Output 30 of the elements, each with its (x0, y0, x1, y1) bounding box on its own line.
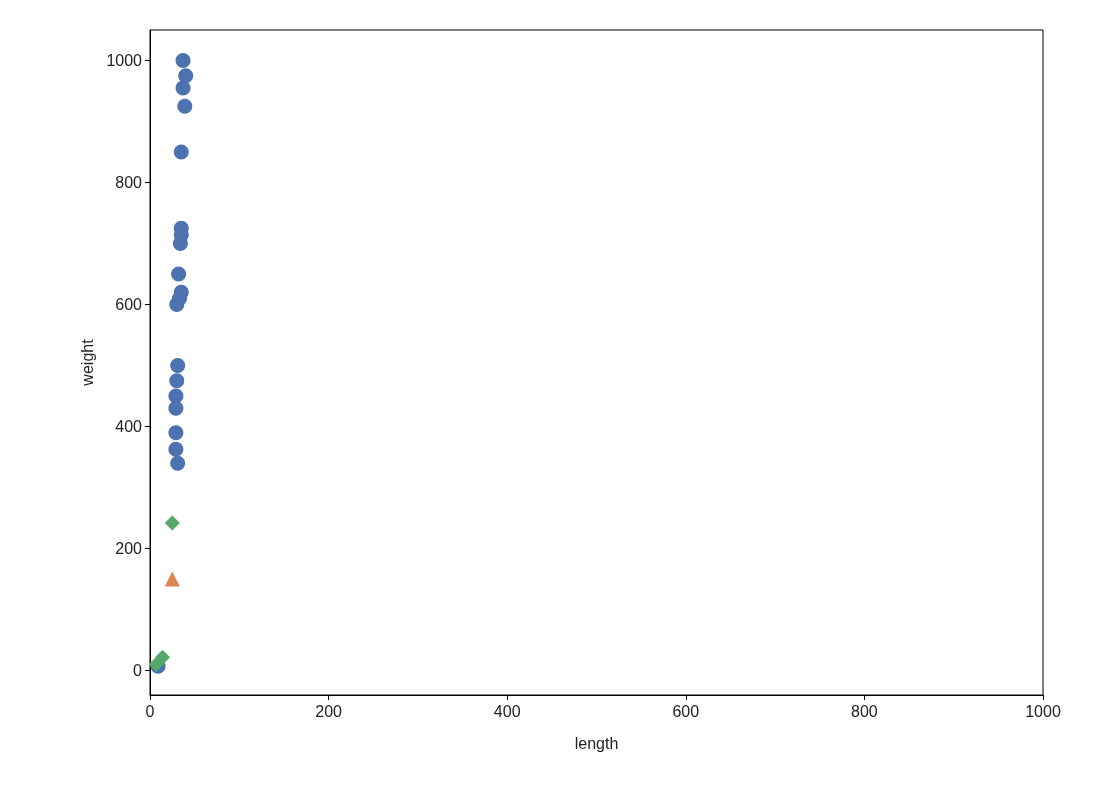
point (170, 455, 186, 471)
y-tick-label: 1000 (106, 52, 143, 69)
point (170, 358, 186, 374)
point (164, 515, 180, 531)
point (177, 98, 193, 114)
point (175, 80, 191, 96)
point (169, 297, 185, 313)
point (168, 425, 184, 441)
x-tick-label: 800 (851, 702, 878, 720)
y-axis-title: weight (78, 338, 96, 387)
x-tick-label: 0 (145, 702, 155, 720)
y-tick-label: 0 (133, 662, 143, 680)
point (172, 236, 188, 252)
point (175, 53, 191, 68)
point (171, 266, 187, 282)
y-tick-label: 800 (115, 174, 143, 192)
point (169, 373, 185, 389)
y-tick-label: 600 (115, 296, 143, 314)
point (168, 400, 184, 416)
x-tick-label: 1000 (1025, 702, 1061, 720)
point (173, 144, 189, 160)
x-tick-label: 600 (672, 702, 700, 720)
y-tick-label: 400 (115, 418, 143, 436)
x-axis-title: length (574, 734, 619, 752)
x-tick-label: 400 (493, 702, 521, 720)
x-tick-label: 200 (315, 702, 343, 720)
point (164, 571, 180, 587)
point (168, 441, 184, 457)
y-tick-label: 200 (115, 540, 143, 558)
point (178, 68, 194, 84)
